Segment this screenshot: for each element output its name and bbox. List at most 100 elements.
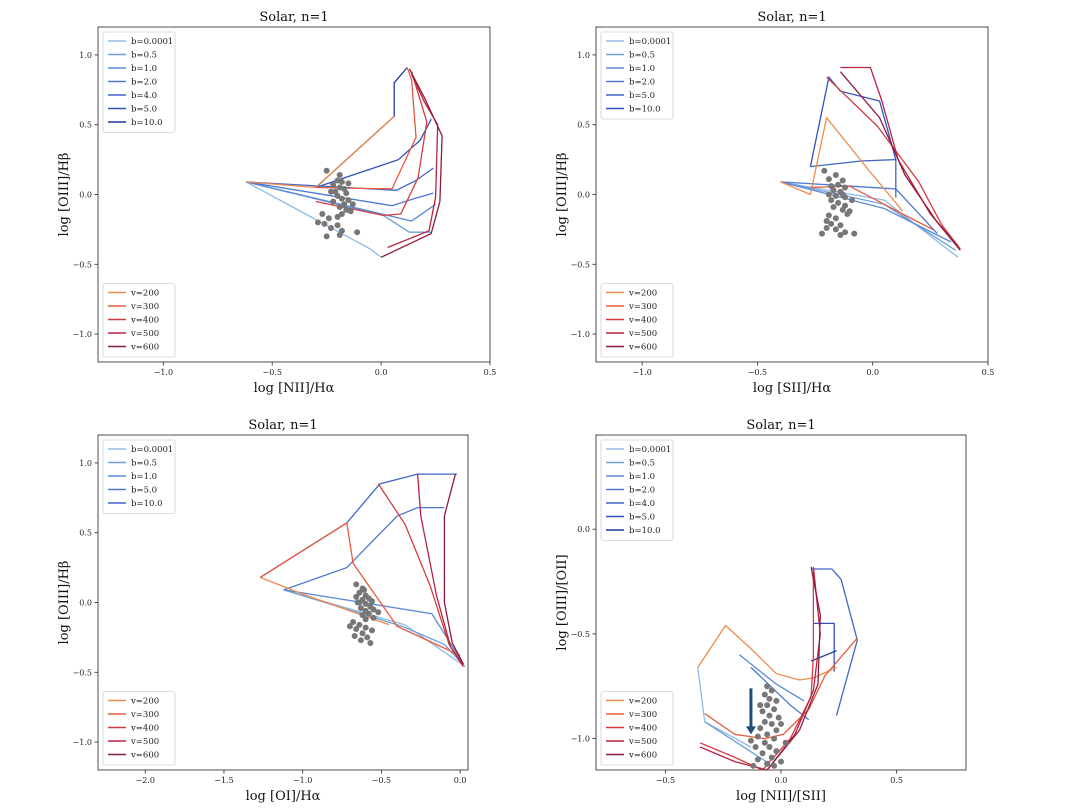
legend-label: v=300 bbox=[628, 710, 657, 720]
legend-label: b=1.0 bbox=[131, 64, 157, 74]
y-tick-label: 1.0 bbox=[577, 51, 590, 60]
observed-point bbox=[832, 215, 839, 222]
v-series-line bbox=[315, 67, 417, 190]
observed-point bbox=[835, 181, 842, 188]
legend-label: v=300 bbox=[628, 302, 657, 312]
legend-label: v=400 bbox=[628, 316, 657, 326]
observed-point bbox=[750, 762, 757, 769]
y-tick-label: −1.0 bbox=[73, 330, 92, 339]
y-tick-label: −0.5 bbox=[73, 668, 92, 677]
observed-point bbox=[325, 215, 332, 222]
v-series-line bbox=[839, 71, 961, 251]
y-tick-label: 0.0 bbox=[79, 599, 92, 608]
observed-point bbox=[343, 190, 350, 197]
observed-point bbox=[851, 230, 858, 237]
legend-box bbox=[102, 31, 176, 133]
observed-point bbox=[752, 743, 759, 750]
observed-point bbox=[757, 702, 764, 709]
observed-point bbox=[357, 605, 364, 612]
observed-point bbox=[346, 623, 353, 630]
legend-label: b=5.0 bbox=[131, 105, 157, 115]
observed-point bbox=[759, 708, 766, 715]
y-tick-label: 1.0 bbox=[79, 51, 92, 60]
legend-label: b=4.0 bbox=[629, 499, 655, 509]
observed-point bbox=[349, 201, 356, 208]
observed-point bbox=[766, 743, 773, 750]
observed-point bbox=[832, 192, 839, 199]
legend-label: v=500 bbox=[628, 329, 657, 339]
legend-box bbox=[600, 283, 674, 358]
observed-point bbox=[362, 624, 369, 631]
observed-point bbox=[764, 731, 771, 738]
observed-point bbox=[848, 197, 855, 204]
data-layer bbox=[259, 473, 466, 668]
b-series-line bbox=[315, 118, 432, 189]
chart-title: Solar, n=1 bbox=[746, 418, 815, 433]
observed-point bbox=[359, 630, 366, 637]
legend-b: b=0.0001 b=0.5 b=1.0 b=2.0 b=5.0 b=10.0 bbox=[600, 31, 674, 120]
observed-point bbox=[842, 229, 849, 236]
legend-b: b=0.0001 b=0.5 b=1.0 b=5.0 b=10.0 bbox=[102, 439, 176, 514]
legend-v: v=200 v=300 v=400 v=500 v=600 bbox=[600, 283, 674, 358]
y-tick-label: −0.5 bbox=[571, 260, 590, 269]
observed-point bbox=[341, 201, 348, 208]
observed-point bbox=[759, 750, 766, 757]
observed-point bbox=[832, 171, 839, 178]
observed-point bbox=[350, 619, 357, 626]
v-series-line bbox=[380, 68, 443, 258]
observed-point bbox=[766, 712, 773, 719]
y-tick-label: 0.5 bbox=[79, 121, 92, 130]
legend-label: v=600 bbox=[130, 343, 159, 353]
legend-label: v=300 bbox=[130, 302, 159, 312]
observed-point bbox=[764, 683, 771, 690]
observed-point bbox=[773, 697, 780, 704]
x-tick-label: 0.5 bbox=[982, 368, 995, 377]
y-tick-label: −0.5 bbox=[571, 630, 590, 639]
legend-box bbox=[600, 439, 674, 541]
y-tick-label: −1.0 bbox=[73, 738, 92, 747]
x-tick-label: −0.5 bbox=[656, 776, 675, 785]
chart-title: Solar, n=1 bbox=[259, 10, 328, 25]
observed-point bbox=[330, 198, 337, 205]
observed-point bbox=[328, 225, 335, 231]
observed-point bbox=[764, 760, 771, 767]
legend-label: b=2.0 bbox=[629, 78, 655, 88]
observed-point bbox=[773, 727, 780, 734]
observed-point bbox=[361, 586, 368, 593]
chart-title: Solar, n=1 bbox=[757, 10, 826, 25]
observed-point bbox=[338, 178, 345, 185]
data-layer bbox=[245, 67, 443, 258]
data-layer bbox=[780, 66, 961, 258]
legend-label: v=600 bbox=[130, 751, 159, 761]
observed-point bbox=[338, 195, 345, 202]
v-series-line bbox=[766, 566, 821, 770]
observed-point bbox=[357, 637, 364, 644]
observed-point bbox=[334, 213, 341, 220]
v-series-line bbox=[387, 74, 439, 249]
observed-point bbox=[323, 167, 330, 174]
legend-label: v=400 bbox=[130, 724, 159, 734]
observed-point bbox=[345, 197, 352, 204]
chart-panel-4: −0.5 0.0 0.5 −1.0 −0.5 0.0 Solar, n=1 log [NII]… bbox=[555, 418, 967, 804]
observed-point bbox=[768, 754, 775, 761]
observed-point bbox=[766, 695, 773, 702]
b-series-line bbox=[780, 181, 957, 251]
x-tick-label: 0.0 bbox=[375, 368, 388, 377]
observed-point bbox=[362, 600, 369, 607]
observed-point bbox=[775, 714, 782, 721]
legend-label: v=200 bbox=[130, 697, 159, 707]
observed-point bbox=[370, 614, 377, 621]
legend-label: b=0.0001 bbox=[131, 445, 173, 455]
y-tick-label: 1.0 bbox=[79, 459, 92, 468]
b-series-line bbox=[780, 181, 952, 243]
observed-point bbox=[832, 226, 839, 233]
v-series-line bbox=[416, 474, 464, 666]
b-series-line bbox=[738, 654, 805, 702]
legend-label: b=2.0 bbox=[629, 486, 655, 496]
observed-point bbox=[334, 192, 341, 199]
observed-point bbox=[757, 725, 764, 732]
observed-point bbox=[336, 204, 343, 211]
v-series-line bbox=[699, 566, 821, 770]
observed-point bbox=[839, 206, 846, 213]
b-series-line bbox=[780, 181, 938, 235]
